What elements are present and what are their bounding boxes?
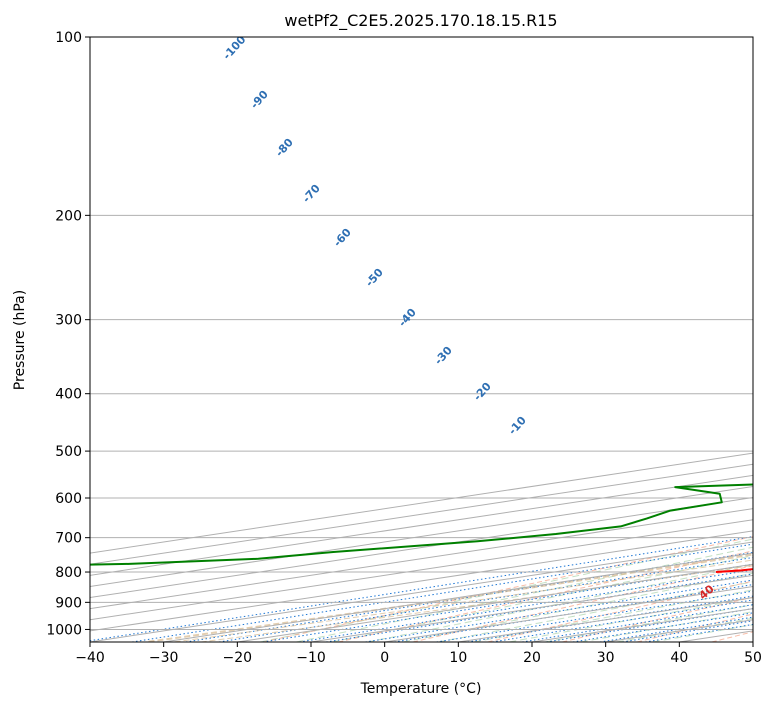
x-tick-label: 20 bbox=[523, 650, 541, 666]
x-tick-label: −20 bbox=[223, 650, 253, 666]
isotherm-line bbox=[90, 452, 753, 554]
y-tick-label: 1000 bbox=[46, 622, 82, 638]
mixing-ratio-line bbox=[436, 590, 753, 642]
y-tick-label: 300 bbox=[55, 313, 82, 329]
y-axis-label: Pressure (hPa) bbox=[12, 290, 28, 390]
y-tick-label: 200 bbox=[55, 208, 82, 224]
dry-adiabat-line bbox=[487, 580, 753, 642]
isotherm-line bbox=[90, 463, 753, 565]
chart-title: wetPf2_C2E5.2025.170.18.15.R15 bbox=[284, 11, 557, 31]
isotherm-line bbox=[90, 508, 753, 610]
x-tick-label: 10 bbox=[449, 650, 467, 666]
isotherm-line bbox=[90, 474, 753, 576]
x-tick-label: −10 bbox=[296, 650, 326, 666]
y-tick-label: 900 bbox=[55, 595, 82, 611]
isotherm-line bbox=[90, 497, 753, 599]
dry-adiabats bbox=[263, 536, 753, 642]
y-tick-label: 100 bbox=[55, 30, 82, 46]
y-tick-label: 600 bbox=[55, 491, 82, 507]
x-tick-label: 0 bbox=[380, 650, 389, 666]
y-tick-label: 800 bbox=[55, 565, 82, 581]
mixing-ratio-line bbox=[131, 543, 753, 642]
dry-adiabat-line bbox=[338, 550, 753, 642]
pressure-gridlines bbox=[90, 37, 753, 630]
y-axis-ticks: 100 200 300 400 500 600 700 800 900 1000 bbox=[46, 30, 90, 638]
wet-bulb-curves bbox=[146, 553, 753, 642]
x-axis-ticks: −40 −30 −20 −10 0 10 20 30 40 50 bbox=[75, 642, 762, 666]
sounding-line bbox=[90, 483, 753, 566]
x-tick-label: 30 bbox=[597, 650, 615, 666]
mixing-ratio-line bbox=[90, 536, 753, 642]
wet-bulb-curve bbox=[146, 553, 753, 642]
isotherms bbox=[90, 452, 753, 642]
x-tick-label: 40 bbox=[670, 650, 688, 666]
isotherm-line bbox=[90, 519, 753, 621]
y-tick-label: 700 bbox=[55, 531, 82, 547]
isotherm-line bbox=[90, 485, 753, 587]
sounding-profiles bbox=[90, 483, 753, 573]
wet-bulb-curve bbox=[173, 559, 753, 642]
y-tick-label: 400 bbox=[55, 387, 82, 403]
plot-frame bbox=[89, 36, 754, 643]
moist-adiabat-line bbox=[367, 563, 753, 642]
x-axis-label: Temperature (°C) bbox=[360, 681, 482, 697]
moist-adiabat-line bbox=[331, 555, 753, 642]
mixing-ratio-line bbox=[467, 595, 753, 642]
isotherm-line bbox=[90, 530, 753, 632]
x-tick-label: −30 bbox=[149, 650, 179, 666]
y-tick-label: 500 bbox=[55, 444, 82, 460]
x-tick-label: 50 bbox=[744, 650, 762, 666]
x-tick-label: −40 bbox=[75, 650, 105, 666]
